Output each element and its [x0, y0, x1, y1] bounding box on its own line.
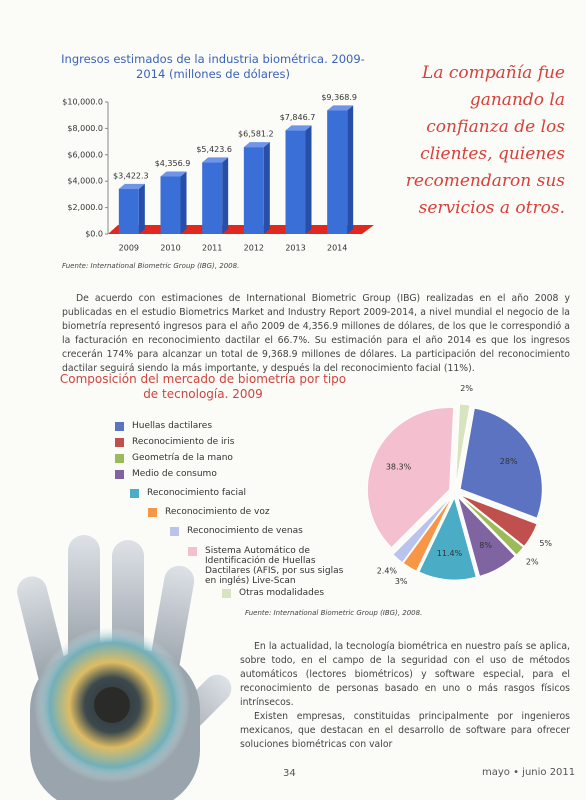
legend-entry: Reconocimiento de iris	[115, 437, 234, 447]
pie-value-label: 3%	[395, 577, 408, 586]
pie-slice	[402, 496, 453, 572]
bar-side	[347, 105, 354, 234]
pie-slice	[459, 407, 543, 519]
pie-slice	[367, 407, 454, 549]
x-tick-label: 2012	[244, 244, 264, 253]
bar-side	[263, 142, 270, 234]
pie-value-label: 28%	[500, 457, 518, 466]
x-tick-label: 2014	[327, 244, 347, 253]
legend-entry: Reconocimiento de venas	[170, 526, 303, 536]
bar-value-label: $5,423.6	[196, 145, 232, 154]
pie-value-label: 2%	[460, 384, 473, 393]
legend-entry: Otras modalidades	[222, 588, 324, 598]
legend-swatch	[115, 422, 124, 431]
pie-value-label: 2%	[526, 558, 539, 567]
pie-value-label: 11.4%	[437, 549, 463, 558]
bar-value-label: $6,581.2	[238, 130, 274, 139]
paragraph: En la actualidad, la tecnología biométri…	[240, 641, 570, 708]
legend-label: Reconocimiento de voz	[165, 507, 270, 517]
legend-swatch	[188, 547, 197, 556]
y-tick-label: $0.0	[85, 230, 103, 239]
pull-quote: La compañía fue ganando la confianza de …	[405, 63, 565, 218]
pie-slice	[455, 403, 471, 487]
legend-entry: Medio de consumo	[115, 469, 217, 479]
bar-value-label: $3,422.3	[113, 171, 149, 180]
legend-entry: Sistema Automático de Identificación de …	[188, 546, 348, 586]
x-tick-label: 2011	[202, 244, 222, 253]
paragraph: De acuerdo con estimaciones de Internati…	[62, 293, 570, 374]
x-tick-label: 2010	[160, 244, 180, 253]
bar-side	[222, 157, 229, 234]
legend-label: Reconocimiento de iris	[132, 437, 235, 447]
pie-value-label: 2.4%	[377, 567, 398, 576]
bar	[285, 130, 306, 234]
y-tick-label: $8,000.0	[67, 124, 103, 133]
pupil	[94, 687, 130, 723]
legend-label: Medio de consumo	[132, 469, 217, 479]
paragraph: Existen empresas, constituidas principal…	[240, 711, 570, 750]
page-number: 34	[283, 768, 296, 779]
legend-label: Geometría de la mano	[132, 453, 233, 463]
pie-value-label: 5%	[539, 539, 552, 548]
bar-side	[180, 171, 187, 234]
pie-slice	[459, 494, 538, 547]
legend-label: Otras modalidades	[239, 588, 325, 598]
bar-top	[327, 105, 354, 111]
pie-value-label: 38.3%	[386, 462, 412, 471]
legend-swatch	[115, 438, 124, 447]
bar-chart-title: Ingresos estimados de la industria biomé…	[61, 52, 365, 81]
legend-swatch	[170, 527, 179, 536]
x-tick-label: 2013	[285, 244, 305, 253]
pie-slice	[418, 496, 477, 581]
legend-entry: Huellas dactilares	[115, 421, 212, 431]
legend-swatch	[115, 470, 124, 479]
bar	[118, 188, 139, 234]
y-tick-label: $4,000.0	[67, 177, 103, 186]
legend-label: Huellas dactilares	[132, 421, 213, 431]
pie-value-label: 8%	[479, 541, 492, 550]
y-tick-label: $2,000.0	[67, 203, 103, 212]
legend-swatch	[148, 508, 157, 517]
bar-value-label: $4,356.9	[155, 159, 191, 168]
legend-entry: Geometría de la mano	[115, 453, 233, 463]
bar	[327, 110, 348, 234]
bar-value-label: $9,368.9	[321, 93, 357, 102]
bar-top	[118, 183, 145, 189]
pie-chart-title: Composición del mercado de biometría por…	[59, 372, 347, 401]
pie-source: Fuente: International Biometric Group (I…	[245, 609, 423, 617]
issue-date: mayo • junio 2011	[482, 767, 576, 778]
bar-top	[202, 157, 229, 163]
hand-illustration	[17, 535, 232, 800]
legend-label: Reconocimiento facial	[147, 488, 247, 498]
bar-side	[305, 125, 312, 234]
bar	[202, 162, 223, 234]
y-tick-label: $10,000.0	[62, 98, 103, 107]
pie-slice	[457, 496, 516, 577]
bar-top	[285, 125, 312, 131]
pie-slice	[392, 496, 452, 564]
pie-slice	[459, 495, 525, 556]
bar-source: Fuente: International Biometric Group (I…	[62, 262, 240, 270]
legend-entry: Reconocimiento facial	[130, 488, 246, 498]
legend-label: Sistema Automático de Identificación de …	[205, 546, 344, 586]
bar	[243, 147, 264, 234]
legend-swatch	[130, 489, 139, 498]
legend-swatch	[222, 589, 231, 598]
bar-side	[138, 183, 145, 234]
bar-top	[243, 142, 270, 148]
legend-entry: Reconocimiento de voz	[148, 507, 270, 517]
y-tick-label: $6,000.0	[67, 150, 103, 159]
bar-value-label: $7,846.7	[280, 113, 316, 122]
legend-label: Reconocimiento de venas	[187, 526, 303, 536]
legend-swatch	[115, 454, 124, 463]
x-tick-label: 2009	[119, 244, 139, 253]
bar-top	[160, 171, 187, 177]
bar	[160, 176, 181, 234]
